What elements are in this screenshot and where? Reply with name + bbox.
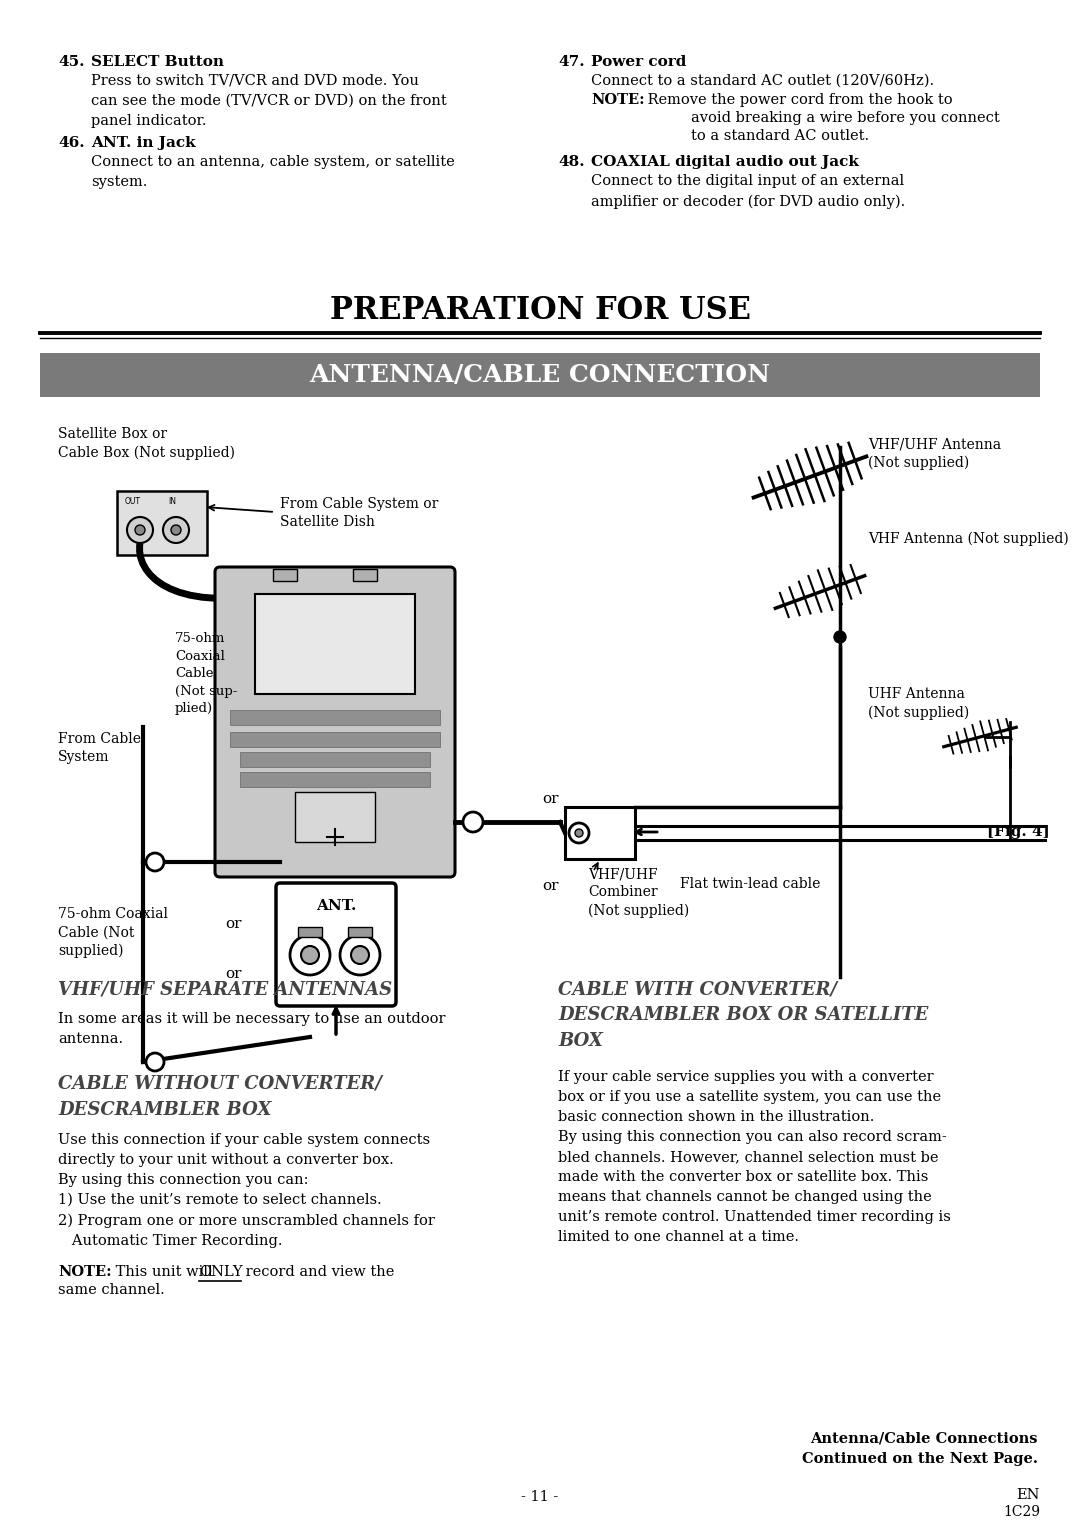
Circle shape [301,946,319,964]
Bar [255,594,415,694]
Text: or: or [225,967,242,981]
Text: This unit will: This unit will [111,1265,217,1279]
Text: 47.: 47. [558,55,584,69]
Text: CABLE WITH CONVERTER/: CABLE WITH CONVERTER/ [558,980,837,998]
Text: [Fig. 4]: [Fig. 4] [987,826,1050,839]
Circle shape [135,525,145,536]
Bar [295,792,375,842]
Bar [40,353,1040,397]
Text: In some areas it will be necessary to use an outdoor
antenna.: In some areas it will be necessary to us… [58,1012,446,1045]
Text: Connect to a standard AC outlet (120V/60Hz).: Connect to a standard AC outlet (120V/60… [591,73,934,89]
Text: If your cable service supplies you with a converter
box or if you use a satellit: If your cable service supplies you with … [558,1070,950,1244]
Text: NOTE:: NOTE: [58,1265,111,1279]
Text: VHF/UHF Antenna
(Not supplied): VHF/UHF Antenna (Not supplied) [868,436,1001,470]
FancyBboxPatch shape [117,491,207,555]
Text: OUT: OUT [125,497,141,507]
Text: 48.: 48. [558,156,584,169]
Text: Use this connection if your cable system connects
directly to your unit without : Use this connection if your cable system… [58,1132,435,1248]
Text: - 11 -: - 11 - [522,1489,558,1505]
Text: or: or [225,917,242,931]
Text: ANT.: ANT. [315,899,356,913]
Text: record and view the: record and view the [241,1265,394,1279]
Text: COAXIAL digital audio out Jack: COAXIAL digital audio out Jack [591,156,859,169]
Text: VHF/UHF SEPARATE ANTENNAS: VHF/UHF SEPARATE ANTENNAS [58,980,392,998]
Bar [230,732,440,748]
Bar [298,926,322,937]
Text: Connect to an antenna, cable system, or satellite
system.: Connect to an antenna, cable system, or … [91,156,455,189]
Circle shape [163,517,189,543]
Text: VHF/UHF
Combiner
(Not supplied): VHF/UHF Combiner (Not supplied) [588,867,689,919]
Text: NOTE:: NOTE: [591,93,645,107]
Bar [230,710,440,725]
Text: Satellite Box or
Cable Box (Not supplied): Satellite Box or Cable Box (Not supplied… [58,427,235,459]
Text: DESCRAMBLER BOX: DESCRAMBLER BOX [58,1100,271,1119]
Circle shape [340,935,380,975]
Circle shape [575,829,583,836]
Text: UHF Antenna
(Not supplied): UHF Antenna (Not supplied) [868,687,969,720]
Text: PREPARATION FOR USE: PREPARATION FOR USE [329,295,751,327]
Text: Antenna/Cable Connections
Continued on the Next Page.: Antenna/Cable Connections Continued on t… [802,1431,1038,1466]
Text: EN: EN [1016,1488,1040,1502]
Circle shape [127,517,153,543]
FancyBboxPatch shape [276,884,396,1006]
FancyBboxPatch shape [215,568,455,877]
Text: 75-ohm
Coaxial
Cable
(Not sup-
plied): 75-ohm Coaxial Cable (Not sup- plied) [175,632,238,716]
Text: 45.: 45. [58,55,84,69]
Text: From Cable
System: From Cable System [58,732,141,765]
Bar [240,772,430,787]
Text: Power cord: Power cord [591,55,687,69]
Text: or: or [542,879,558,893]
Text: Press to switch TV/VCR and DVD mode. You
can see the mode (TV/VCR or DVD) on the: Press to switch TV/VCR and DVD mode. You… [91,73,447,128]
Text: ONLY: ONLY [199,1265,243,1279]
Bar [240,752,430,768]
Circle shape [291,935,330,975]
Circle shape [146,1053,164,1071]
Bar [348,926,372,937]
Text: to a standard AC outlet.: to a standard AC outlet. [691,130,869,143]
Text: Connect to the digital input of an external
amplifier or decoder (for DVD audio : Connect to the digital input of an exter… [591,174,905,209]
Text: CABLE WITHOUT CONVERTER/: CABLE WITHOUT CONVERTER/ [58,1074,382,1093]
Text: DESCRAMBLER BOX OR SATELLITE: DESCRAMBLER BOX OR SATELLITE [558,1006,929,1024]
Text: BOX: BOX [558,1032,603,1050]
Text: ANT. in Jack: ANT. in Jack [91,136,195,150]
Text: SELECT Button: SELECT Button [91,55,224,69]
Circle shape [569,823,589,842]
Bar [565,807,635,859]
Bar [353,569,377,581]
Text: 1C29: 1C29 [1003,1505,1040,1518]
Text: avoid breaking a wire before you connect: avoid breaking a wire before you connect [691,111,1000,125]
Text: Flat twin-lead cable: Flat twin-lead cable [680,877,821,891]
Text: same channel.: same channel. [58,1283,165,1297]
Circle shape [834,630,846,642]
Circle shape [463,812,483,832]
Text: 46.: 46. [58,136,84,150]
Text: VHF Antenna (Not supplied): VHF Antenna (Not supplied) [868,533,1069,546]
Text: IN: IN [168,497,176,507]
Circle shape [351,946,369,964]
Circle shape [146,853,164,871]
Text: ANTENNA/CABLE CONNECTION: ANTENNA/CABLE CONNECTION [310,363,770,388]
Text: From Cable System or
Satellite Dish: From Cable System or Satellite Dish [280,497,438,530]
Text: or: or [542,792,558,806]
Text: 75-ohm Coaxial
Cable (Not
supplied): 75-ohm Coaxial Cable (Not supplied) [58,906,168,958]
Text: Remove the power cord from the hook to: Remove the power cord from the hook to [643,93,953,107]
Circle shape [171,525,181,536]
Bar [273,569,297,581]
